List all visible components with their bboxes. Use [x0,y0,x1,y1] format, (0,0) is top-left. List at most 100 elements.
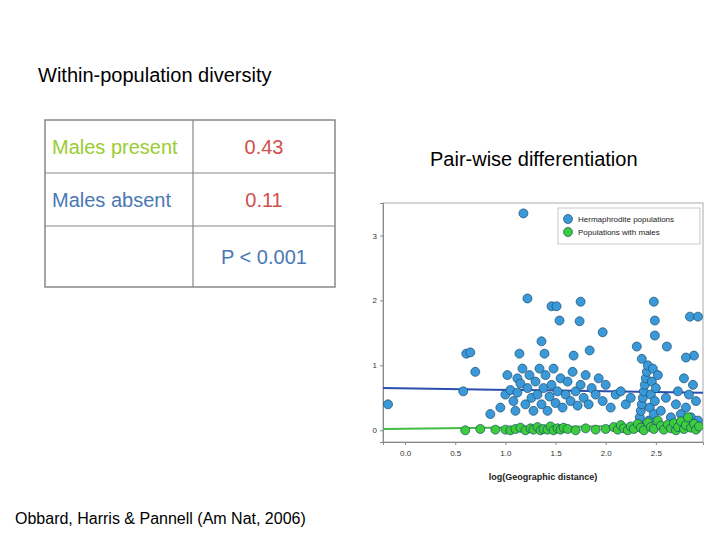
point [543,406,552,415]
point [509,397,518,406]
tick-mark [455,442,456,445]
point [466,348,475,357]
point [673,387,682,396]
point [569,351,578,360]
point [581,371,590,380]
row-value: 0.11 [245,189,282,211]
point [650,316,659,325]
point [573,401,582,410]
tick-mark [405,442,406,445]
tick-label: 0 [373,426,378,435]
tick-label: 0.5 [450,449,462,458]
point [523,384,532,393]
table-row-rule [45,172,335,173]
legend-swatch [564,228,573,237]
point [515,349,524,358]
point [688,380,697,389]
point [616,387,625,396]
tick: 1.0 [500,442,512,458]
point [503,371,512,380]
tick-label: 1.5 [550,449,562,458]
y-axis: 0 1 2 3 [373,204,384,443]
point [558,403,567,412]
slide: Within-population diversity Males present… [0,0,720,540]
legend-box [558,208,700,244]
point [571,426,580,435]
series-points [384,209,703,432]
point [555,316,564,325]
point [384,400,393,409]
heading: Within-population diversity [38,64,271,86]
diversity-table: Males present0.43Males absent0.11P < 0.0… [45,120,335,287]
point [541,371,550,380]
point [685,312,694,321]
series-points [461,413,703,435]
point [552,302,561,311]
point [681,353,690,362]
point [632,342,641,351]
point [649,297,658,306]
tick: 2 [373,296,383,305]
tick: 1.5 [550,442,562,458]
point [553,387,562,396]
tick: 3 [373,232,383,241]
point [601,425,610,434]
point [653,371,662,380]
tick-label: 2.0 [601,449,613,458]
tick-mark [505,442,506,445]
point [575,317,584,326]
tick-label: 2.5 [651,449,663,458]
point [529,406,538,415]
tick-mark [380,300,383,301]
tick: 0.5 [450,442,462,458]
tick-label: 1.0 [500,449,512,458]
point [598,397,607,406]
tick-mark [656,442,657,445]
legend: Hermaphrodite populationsPopulations wit… [558,208,700,244]
point [540,349,549,358]
point [513,388,522,397]
point [511,406,520,415]
point [486,410,495,419]
point [598,328,607,337]
point [662,342,671,351]
legend-label: Populations with males [578,228,660,237]
tick: 1 [373,361,383,370]
citation: Obbard, Harris & Pannell (Am Nat, 2006) [15,510,306,527]
plot-background [383,203,703,442]
table-row-rule [45,225,335,226]
point [650,331,659,340]
tick: 2.0 [601,442,613,458]
point [661,393,670,402]
tick-label: 2 [373,296,378,305]
row-value: 0.43 [245,136,284,158]
point [568,367,577,376]
point [518,364,527,373]
point [563,425,572,434]
point [476,425,485,434]
point [537,337,546,346]
tick-mark [380,430,383,431]
point [684,390,693,399]
tick-mark [556,442,557,445]
tick-label: 3 [373,232,378,241]
point [459,387,468,396]
point [594,374,603,383]
point [689,351,698,360]
point [601,380,610,389]
point [491,425,500,434]
point [671,400,680,409]
tick-mark [606,442,607,445]
point [563,377,572,386]
row-label: Males present [52,136,178,158]
point [581,424,590,433]
tick: 0.0 [400,442,412,458]
row-label: Males absent [52,189,171,211]
point [523,294,532,303]
tick: 0 [373,426,383,435]
point [471,367,480,376]
tick: 2.5 [651,442,663,458]
tick-label: 1 [373,361,378,370]
table-column-rule [192,120,193,287]
tick-mark [380,235,383,236]
